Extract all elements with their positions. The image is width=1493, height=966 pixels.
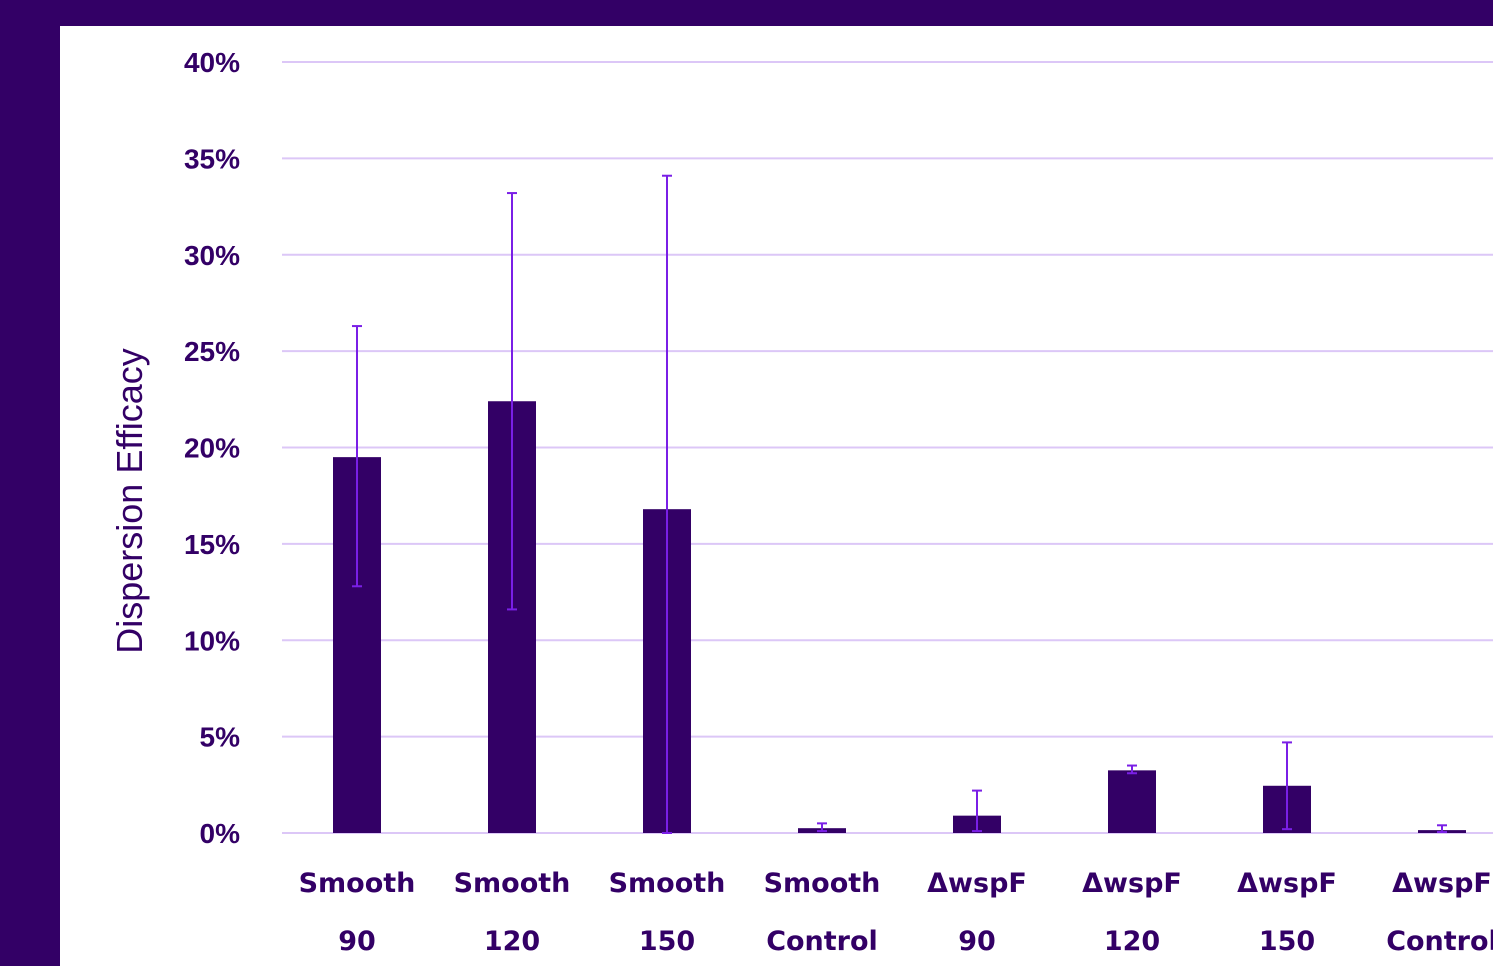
- x-category-label-line2: 90: [338, 926, 376, 957]
- y-tick-label: 15%: [184, 529, 240, 560]
- plot-area: 0% 5% 10% 15% 20% 25% 30% 35% 40% Smooth 90 Smooth…: [60, 26, 1493, 966]
- x-category-label-line1: Smooth: [299, 868, 416, 899]
- y-tick-label: 25%: [184, 336, 240, 367]
- y-tick-label: 40%: [184, 47, 240, 78]
- x-category-label-line1: ΔwspF: [927, 868, 1027, 899]
- y-tick-label: 35%: [184, 143, 240, 174]
- y-tick-label: 20%: [184, 433, 240, 464]
- x-category-label-line1: ΔwspF: [1237, 868, 1337, 899]
- x-category-label-line1: ΔwspF: [1392, 868, 1492, 899]
- y-tick-label: 10%: [184, 625, 240, 656]
- x-category-label-line2: 120: [1104, 926, 1160, 957]
- error-bar: [1282, 741, 1292, 831]
- gridlines: [282, 61, 1493, 834]
- x-category-label-line2: 120: [484, 926, 540, 957]
- x-category-label-line2: 90: [958, 926, 996, 957]
- x-category-label-line2: 150: [1259, 926, 1315, 957]
- y-tick-label: 0%: [200, 818, 241, 849]
- error-bar: [1437, 824, 1447, 834]
- x-category-labels: Smooth 90 Smooth 120 Smooth 150 Smooth Control Δ…: [299, 868, 1493, 957]
- y-tick-label: 5%: [200, 722, 241, 753]
- bars: [333, 401, 1466, 833]
- x-category-label-line2: 150: [639, 926, 695, 957]
- error-bar: [352, 325, 362, 588]
- bar: [1108, 770, 1156, 833]
- error-bar: [1127, 764, 1137, 775]
- y-axis-title: Dispersion Efficacy: [109, 348, 150, 653]
- error-bar: [662, 174, 672, 834]
- x-category-label-line1: Smooth: [454, 868, 571, 899]
- bar-chart: 0%5%10%15%20%25%30%35%40% Smooth90Smooth…: [109, 47, 1493, 957]
- y-tick-labels: 0% 5% 10% 15% 20% 25% 30% 35% 40%: [184, 47, 240, 849]
- error-bar: [972, 789, 982, 833]
- error-bars: [352, 174, 1447, 834]
- x-category-label-line2: Control: [1386, 926, 1493, 957]
- x-category-label-line1: ΔwspF: [1082, 868, 1182, 899]
- error-bar: [507, 192, 517, 611]
- error-bar: [817, 822, 827, 833]
- x-category-label-line1: Smooth: [764, 868, 881, 899]
- x-category-label-line1: Smooth: [609, 868, 726, 899]
- y-tick-label: 30%: [184, 240, 240, 271]
- x-category-label-line2: Control: [766, 926, 878, 957]
